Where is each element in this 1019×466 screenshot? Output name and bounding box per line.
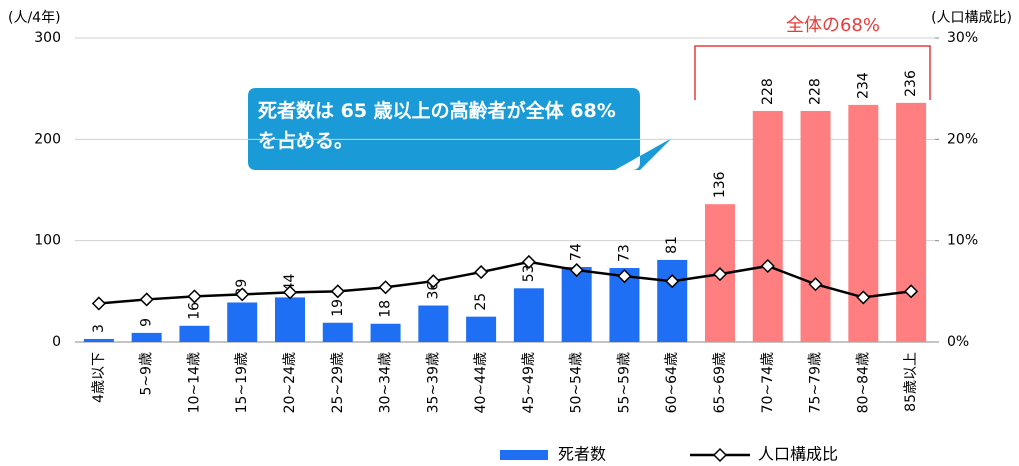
x-tick-label: 35~39歳	[425, 352, 441, 413]
x-tick-label: 60~64歳	[664, 352, 680, 413]
callout: 死者数は 65 歳以上の高齢者が全体 68%を占める。	[248, 88, 672, 170]
line	[98, 260, 912, 305]
bar	[800, 110, 831, 343]
bar	[848, 104, 879, 342]
line-marker	[139, 292, 154, 307]
line-marker	[712, 267, 728, 282]
bar	[561, 267, 592, 342]
line-marker	[330, 284, 345, 299]
legend-label: 人口構成比	[758, 445, 838, 464]
x-tick-label: 65~69歳	[712, 352, 728, 413]
line-marker	[474, 265, 489, 280]
y-axis-label: (人/4年)	[8, 10, 61, 26]
data-label: 19	[330, 299, 346, 317]
y-tick-label: 0	[52, 334, 61, 350]
y2-tick-label: 10%	[947, 233, 978, 249]
line-marker	[426, 274, 441, 289]
data-label: 18	[378, 300, 394, 318]
x-tick-label: 45~49歳	[521, 352, 537, 413]
bar	[896, 102, 927, 342]
line-marker	[282, 285, 298, 300]
line-marker	[378, 280, 393, 295]
bar	[179, 325, 210, 342]
line-marker	[856, 290, 871, 305]
line-marker	[521, 254, 536, 270]
legend-label: 死者数	[558, 445, 606, 464]
bar	[752, 110, 783, 343]
x-tick-label: 55~59歳	[616, 352, 632, 413]
data-label: 74	[569, 243, 585, 261]
x-tick-label: 50~54歳	[569, 352, 585, 413]
x-tick-label: 85歳以上	[903, 352, 919, 412]
x-tick-label: 30~34歳	[378, 352, 394, 413]
bracket	[694, 45, 931, 100]
data-label: 36	[425, 282, 441, 300]
x-tick-label: 25~29歳	[330, 352, 346, 413]
bar	[83, 338, 114, 342]
y2-tick-label: 30%	[947, 30, 978, 46]
line-marker	[187, 289, 202, 304]
data-label: 228	[760, 78, 776, 105]
data-label: 16	[186, 302, 202, 320]
data-label: 25	[473, 293, 489, 311]
y2-tick-label: 0%	[947, 334, 969, 350]
y2-tick-label: 20%	[947, 131, 978, 147]
callout-text: 死者数は 65 歳以上の高齢者が全体 68%を占める。	[258, 100, 616, 152]
line-marker	[235, 287, 250, 302]
data-label: 73	[616, 244, 632, 262]
data-label: 3	[91, 324, 107, 333]
bar	[657, 259, 688, 342]
y2-axis-label: (人口構成比)	[931, 10, 1012, 26]
annotation: 全体の68%	[786, 15, 880, 36]
callout-text-box: 死者数は 65 歳以上の高齢者が全体 68%を占める。	[258, 100, 616, 152]
x-tick-label: 10~14歳	[186, 352, 202, 413]
x-tick-label: 5~9歳	[139, 352, 155, 396]
y-tick-label: 300	[34, 30, 61, 46]
y-tick-label: 100	[34, 233, 61, 249]
bar	[370, 323, 401, 342]
line-marker	[760, 258, 775, 274]
bar	[322, 322, 353, 342]
x-tick-label: 80~84歳	[855, 352, 871, 413]
y-tick-label: 200	[34, 131, 61, 147]
data-label: 236	[903, 70, 919, 97]
bar	[418, 305, 449, 342]
x-tick-label: 40~44歳	[473, 352, 489, 413]
bar	[275, 297, 305, 342]
line-marker	[665, 274, 680, 289]
data-label: 228	[808, 78, 824, 105]
x-tick-label: 15~19歳	[234, 352, 250, 413]
line-marker	[617, 269, 632, 284]
x-tick-label: 75~79歳	[808, 352, 824, 413]
bar	[513, 288, 544, 342]
data-label: 53	[521, 264, 537, 282]
x-tick-label: 20~24歳	[282, 352, 298, 413]
callout-box	[248, 88, 672, 170]
data-label: 44	[282, 274, 298, 292]
legend-marker	[712, 447, 728, 463]
line-marker	[808, 277, 823, 292]
line-marker	[91, 296, 106, 311]
data-label: 234	[855, 72, 871, 99]
x-tick-label: 70~74歳	[760, 352, 776, 413]
legend-swatch	[500, 450, 548, 460]
line-marker	[904, 284, 919, 299]
data-label: 136	[712, 171, 728, 198]
data-label: 9	[139, 318, 155, 327]
bar	[227, 302, 258, 342]
x-tick-label: 4歳以下	[91, 352, 107, 403]
bar	[466, 316, 497, 342]
data-label: 81	[664, 236, 680, 254]
bar	[131, 332, 162, 342]
line-marker	[569, 262, 584, 278]
